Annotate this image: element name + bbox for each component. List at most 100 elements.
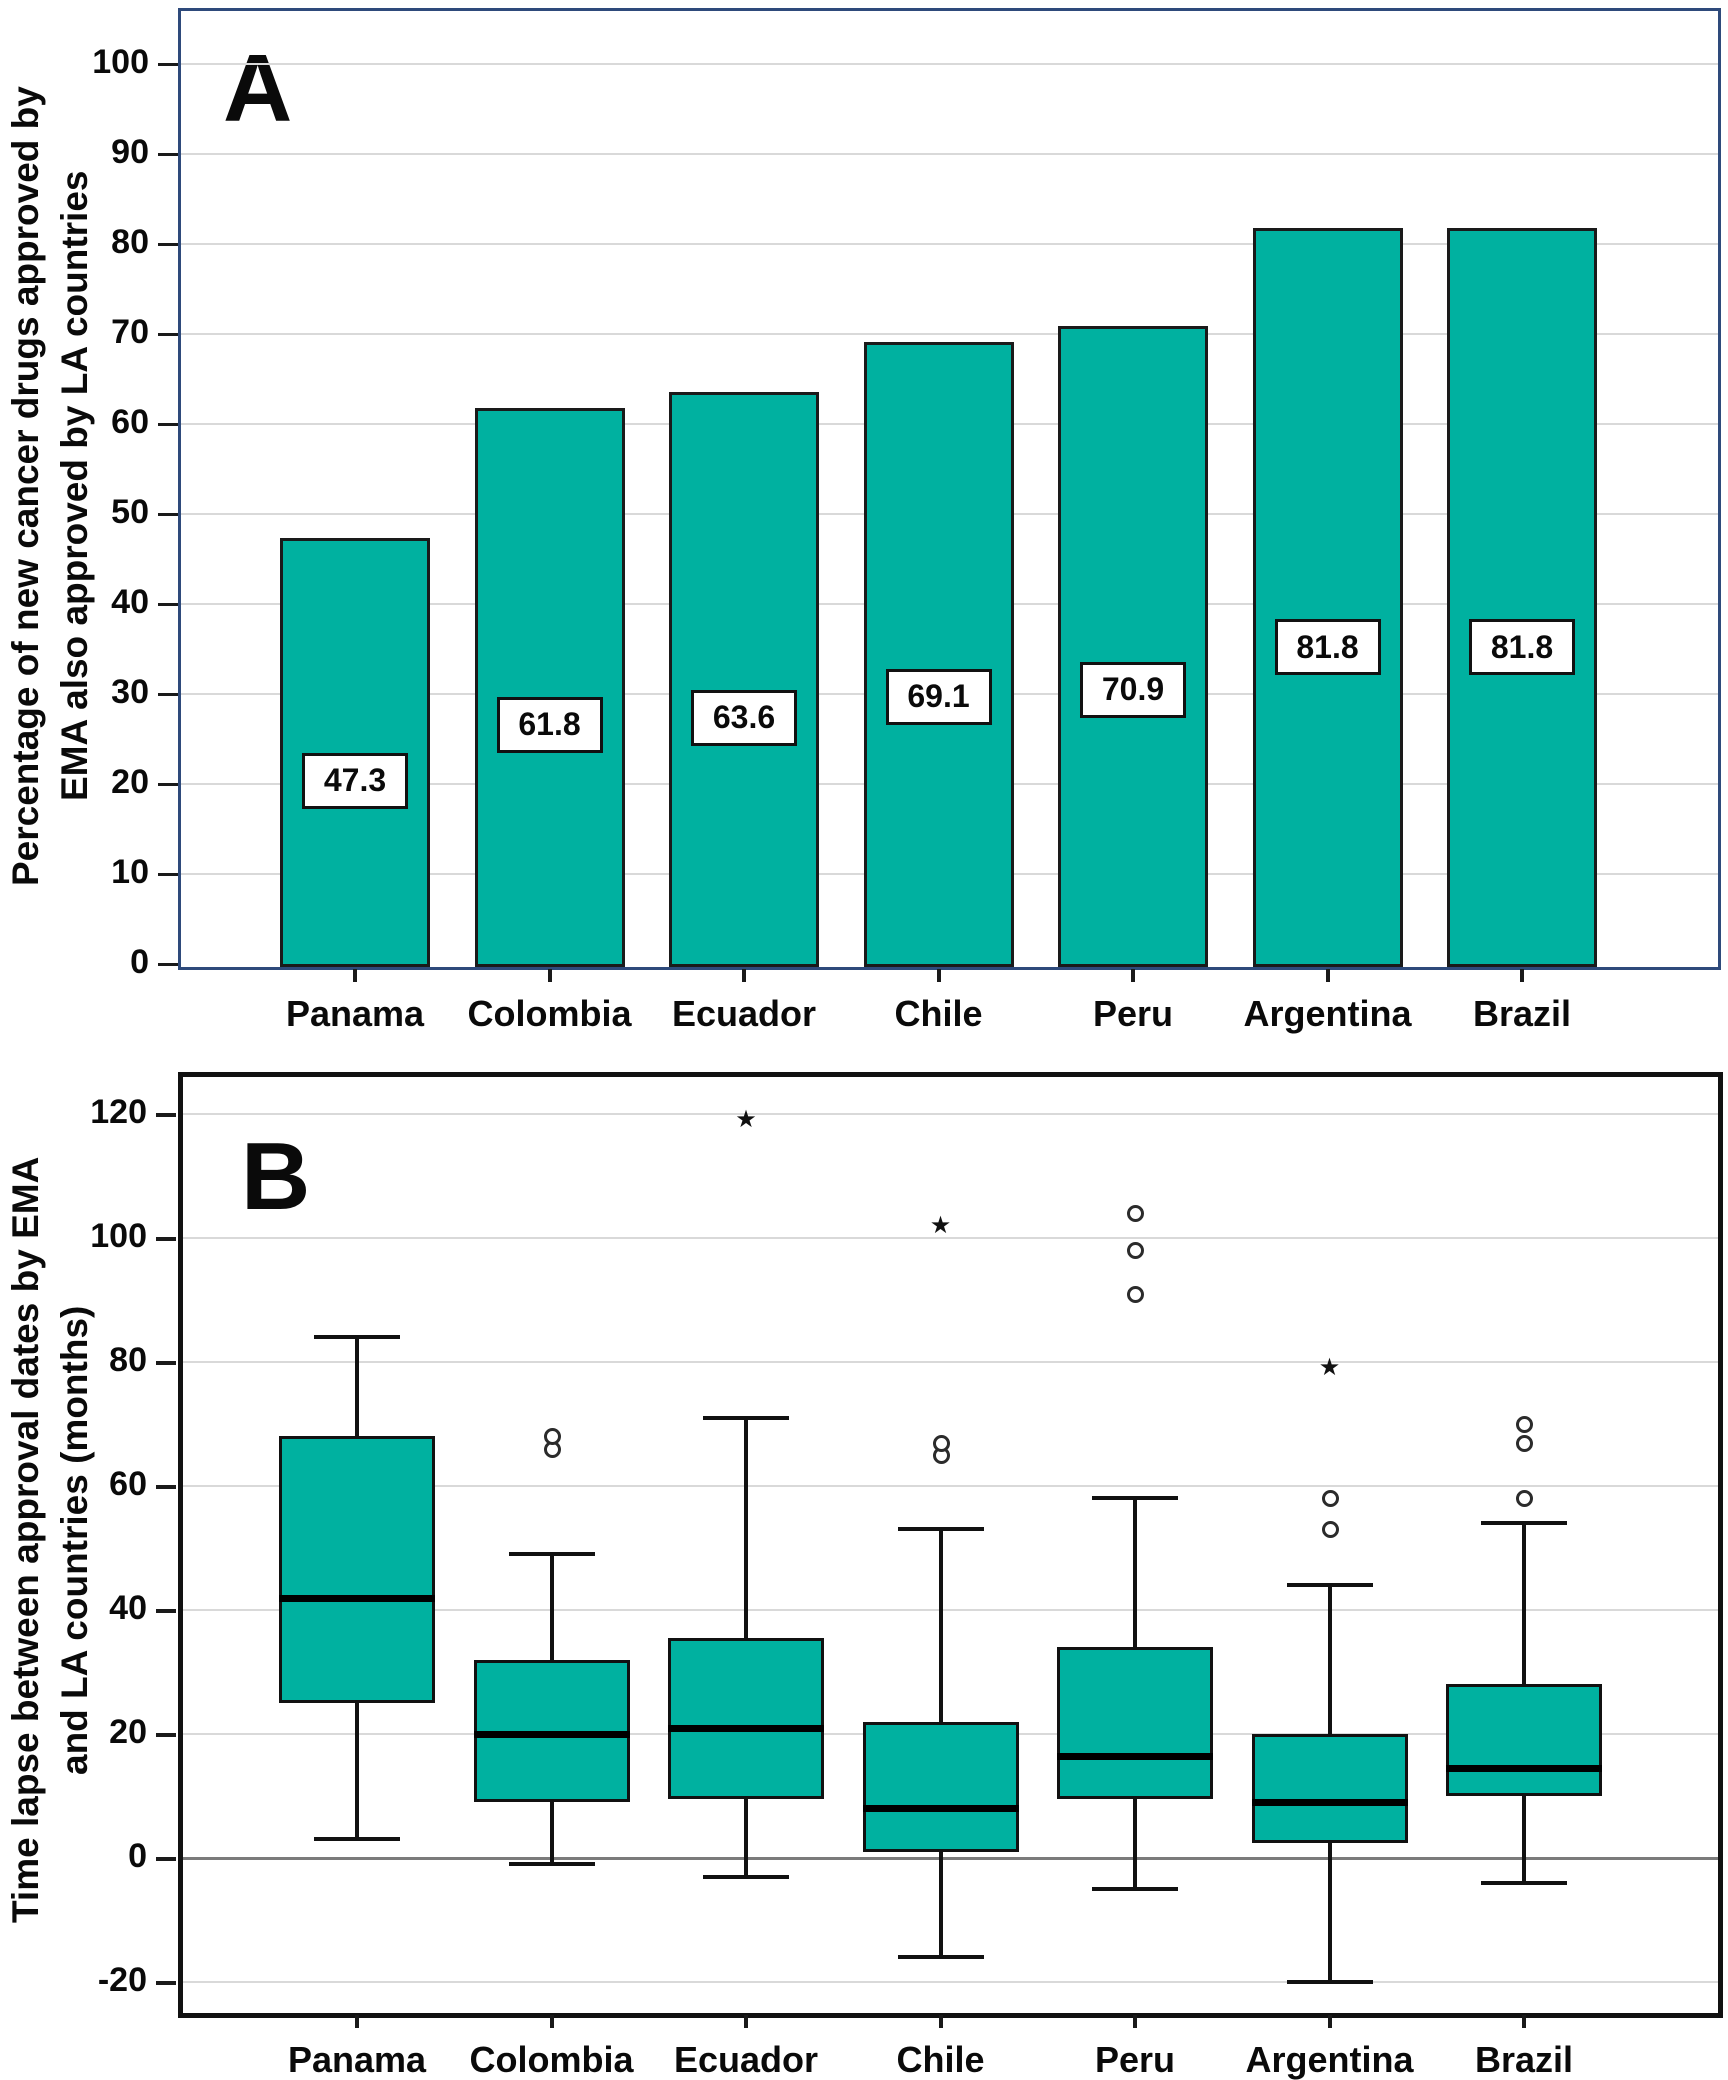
- y-tick-label: 50: [111, 493, 149, 531]
- y-tick-label: 20: [111, 763, 149, 801]
- x-tick: [1327, 2015, 1332, 2028]
- outlier-circle: [932, 1434, 950, 1452]
- y-tick: [158, 693, 178, 696]
- median-line: [862, 1805, 1019, 1813]
- gridline: [181, 153, 1718, 155]
- outlier-circle: [1516, 1416, 1533, 1433]
- whisker-cap-bottom: [897, 1955, 984, 1960]
- x-tick-label: Ecuador: [673, 2039, 819, 2080]
- box: [1251, 1734, 1408, 1843]
- x-tick-label: Chile: [894, 993, 983, 1034]
- y-tick: [156, 1113, 176, 1117]
- gridline: [183, 1113, 1718, 1115]
- median-line: [668, 1724, 824, 1732]
- x-tick: [1520, 969, 1524, 982]
- x-tick: [549, 2015, 554, 2028]
- x-tick-label: Argentina: [1243, 993, 1412, 1034]
- x-tick: [355, 2015, 359, 2028]
- y-tick: [158, 603, 178, 606]
- whisker-cap-top: [314, 1335, 400, 1340]
- box: [1057, 1647, 1213, 1800]
- y-tick: [156, 1361, 176, 1365]
- gridline: [183, 1609, 1718, 1611]
- extreme-outlier-marker: ★: [1318, 1354, 1341, 1382]
- median-line: [279, 1594, 435, 1602]
- x-tick-label: Panama: [287, 2039, 427, 2080]
- bar: [1058, 325, 1208, 967]
- x-tick-label: Ecuador: [671, 993, 817, 1034]
- extreme-outlier-marker: ★: [735, 1106, 757, 1134]
- x-tick: [547, 969, 552, 982]
- y-tick: [158, 423, 178, 426]
- x-tick-label: Panama: [285, 993, 425, 1034]
- x-tick: [1133, 2015, 1137, 2028]
- panel-b-plot-area: B -20 0 20 40 60 80 100 120 ★ ★ ★ Panama Colombia Ecu…: [90, 1072, 1723, 2080]
- y-tick: [156, 1237, 176, 1241]
- whisker-cap-top: [1092, 1496, 1178, 1501]
- bar-value-label: 63.6: [691, 689, 797, 746]
- y-tick: [156, 1857, 176, 1861]
- gridline: [181, 243, 1718, 245]
- y-tick: [156, 1485, 176, 1489]
- y-tick-label: 30: [111, 673, 149, 711]
- box: [473, 1659, 630, 1803]
- box: [279, 1436, 435, 1703]
- median-line: [1057, 1752, 1213, 1760]
- outlier-circle: [543, 1428, 561, 1446]
- whisker-cap-top: [897, 1527, 984, 1532]
- bar-value-label: 61.8: [496, 696, 603, 753]
- x-tick: [1325, 969, 1330, 982]
- whisker-cap-bottom: [1092, 1887, 1178, 1891]
- x-tick-label: Peru: [1094, 2039, 1176, 2080]
- zero-line: [183, 1857, 1718, 1860]
- median-line: [1251, 1799, 1408, 1807]
- bar: [474, 407, 625, 967]
- y-tick-label: 60: [109, 1465, 147, 1503]
- outlier-circle: [1127, 1205, 1144, 1223]
- gridline: [181, 333, 1718, 335]
- x-tick: [938, 2015, 943, 2028]
- x-tick: [353, 969, 357, 982]
- bar-value-label: 47.3: [302, 752, 408, 809]
- y-tick-label: -20: [97, 1961, 147, 1999]
- y-tick: [158, 963, 178, 966]
- y-tick: [158, 783, 178, 786]
- panel-a-letter: A: [223, 35, 293, 142]
- y-tick-label: 70: [111, 313, 149, 351]
- x-tick-label: Brazil: [1474, 2039, 1574, 2080]
- whisker-cap-top: [508, 1552, 595, 1557]
- y-tick-label: 0: [128, 1837, 147, 1875]
- x-tick-label: Chile: [896, 2039, 985, 2080]
- outlier-circle: [1321, 1490, 1339, 1508]
- bar-value-label: 70.9: [1080, 661, 1186, 718]
- y-tick: [158, 153, 178, 156]
- gridline: [183, 1981, 1718, 1983]
- y-tick-label: 80: [111, 223, 149, 261]
- y-tick-label: 90: [111, 133, 149, 171]
- y-tick-label: 80: [109, 1341, 147, 1379]
- whisker-cap-top: [1481, 1521, 1567, 1526]
- whisker-cap-top: [1286, 1583, 1373, 1588]
- y-tick: [158, 63, 178, 66]
- x-tick-label: Argentina: [1245, 2039, 1414, 2080]
- box: [1446, 1684, 1602, 1796]
- y-tick-label: 120: [90, 1093, 147, 1131]
- whisker-cap-bottom: [703, 1874, 789, 1879]
- whisker-cap-bottom: [1286, 1980, 1373, 1984]
- y-tick: [156, 1981, 176, 1985]
- bar: [1447, 227, 1597, 967]
- box: [668, 1637, 824, 1800]
- y-tick: [158, 243, 178, 246]
- whisker-cap-bottom: [508, 1862, 595, 1867]
- y-tick-label: 60: [111, 403, 149, 441]
- gridline: [183, 1237, 1718, 1239]
- gridline: [181, 63, 1718, 65]
- box: [862, 1721, 1019, 1852]
- x-tick-label: Peru: [1092, 993, 1174, 1034]
- y-tick: [158, 873, 178, 876]
- outlier-circle: [1321, 1521, 1339, 1539]
- panel-a-plot-area: A 0 10 20 30 40 50 60 70 80 90 100 47.3 61.8 63.6 69.1…: [92, 8, 1721, 1034]
- median-line: [473, 1731, 630, 1738]
- y-tick-label: 100: [92, 43, 149, 81]
